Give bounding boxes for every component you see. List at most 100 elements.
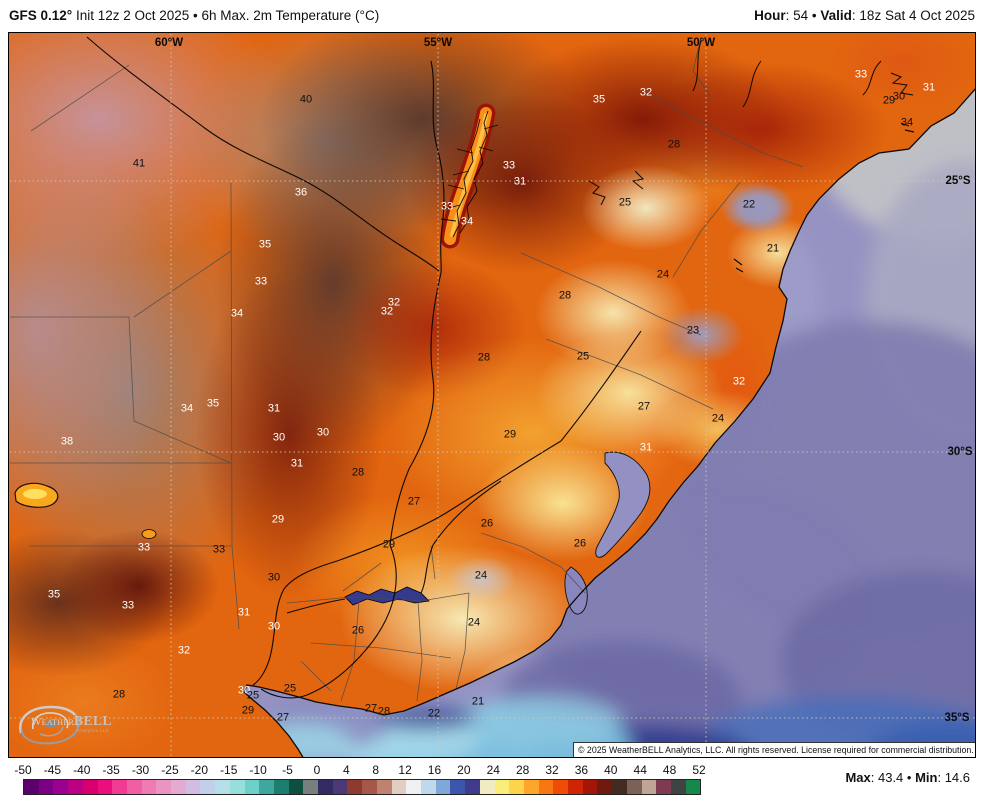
temperature-label: 27 [364, 702, 378, 715]
temperature-label: 38 [60, 435, 74, 448]
temperature-label: 24 [711, 412, 725, 425]
graticule [10, 34, 975, 757]
colorbar-segment [450, 780, 466, 794]
colorbar-tick: 16 [427, 763, 442, 777]
map-canvas: Weather BELL Analytics LLC © 2025 Weathe… [8, 32, 976, 758]
temperature-label: 28 [558, 289, 572, 302]
colorbar-segment [53, 780, 69, 794]
colorbar-segment [376, 780, 392, 794]
graticule-label: 55°W [423, 37, 453, 49]
colorbar-segment [303, 780, 319, 794]
colorbar-tick: -40 [73, 763, 91, 777]
copyright-notice: © 2025 WeatherBELL Analytics, LLC. All r… [573, 742, 975, 757]
colorbar-segment [200, 780, 216, 794]
colorbar-segment [318, 780, 333, 794]
ocean [244, 87, 975, 757]
temperature-label: 24 [474, 569, 488, 582]
colorbar-tick: 28 [515, 763, 530, 777]
colorbar-segment [229, 780, 245, 794]
temperature-label: 31 [922, 81, 936, 94]
temperature-label: 31 [513, 175, 527, 188]
temperature-label: 21 [471, 695, 485, 708]
temperature-label: 33 [212, 543, 226, 556]
colorbar-tick: 36 [574, 763, 589, 777]
temperature-label: 31 [639, 441, 653, 454]
temperature-label: 27 [637, 400, 651, 413]
map-labels-layer: Weather BELL Analytics LLC © 2025 Weathe… [9, 33, 975, 757]
temperature-label: 29 [271, 513, 285, 526]
temperature-label: 33 [121, 599, 135, 612]
temperature-label: 22 [427, 707, 441, 720]
temperature-label: 30 [316, 426, 330, 439]
temperature-label: 32 [380, 305, 394, 318]
min-label: Min [915, 770, 938, 785]
temperature-label: 25 [618, 196, 632, 209]
temperature-label: 22 [742, 198, 756, 211]
colorbar-tick: 8 [372, 763, 380, 777]
colorbar-tick: 4 [342, 763, 350, 777]
colorbar-segment [553, 780, 569, 794]
colorbar-segment [126, 780, 142, 794]
graticule-label: 60°W [154, 37, 184, 49]
temperature-label: 23 [686, 324, 700, 337]
temperature-label: 30 [892, 90, 906, 103]
colorbar-tick-labels: -50 -45 -40 -35 -30 -25 -20 -15 -10 -5 0 4 8 12 16 20 24… [0, 763, 984, 777]
coastal-lagoons [564, 451, 651, 615]
temperature-label: 34 [900, 116, 914, 129]
temperature-label: 35 [592, 93, 606, 106]
colorbar-segment [568, 780, 583, 794]
colorbar-segment [582, 780, 598, 794]
colorbar-tick: 40 [604, 763, 618, 777]
colorbar-tick: -10 [249, 763, 267, 777]
colorbar-segment [597, 780, 613, 794]
colorbar-segment [288, 780, 304, 794]
temperature-label: 30 [272, 431, 286, 444]
temperature-label: 35 [47, 588, 61, 601]
colorbar-segment [82, 780, 98, 794]
colorbar-segment [626, 780, 642, 794]
colorbar-tick: 24 [486, 763, 500, 777]
temperature-label: 33 [440, 200, 454, 213]
map-vector-layer [10, 34, 975, 757]
colorbar-tick: -35 [102, 763, 120, 777]
temperature-label: 32 [732, 375, 746, 388]
graticule-label: 50°W [686, 37, 716, 49]
weatherbell-swirl-icon [19, 705, 80, 745]
hour-value: : 54 [785, 8, 809, 23]
colorbar-tick: -20 [190, 763, 209, 777]
logo-text-bell: BELL [74, 713, 113, 728]
colorbar-segment [273, 780, 289, 794]
colorbar-segment [523, 780, 539, 794]
temperature-label: 25 [283, 682, 297, 695]
temperature-label: 26 [480, 517, 494, 530]
valid-value: : 18z Sat 4 Oct 2025 [851, 8, 975, 23]
colorbar-segment [244, 780, 260, 794]
colorbar-segment [509, 780, 524, 794]
weatherbell-logo: Weather BELL Analytics LLC [11, 701, 131, 749]
title-bar: GFS 0.12° Init 12z 2 Oct 2025 • 6h Max. … [0, 0, 984, 32]
temperature-label: 25 [246, 689, 260, 702]
colorbar-tick: 0 [313, 763, 321, 777]
temperature-label: 28 [377, 705, 391, 718]
admin-borders [10, 36, 804, 702]
colorbar-segment [479, 780, 495, 794]
temperature-label: 28 [351, 466, 365, 479]
temperature-label: 34 [460, 215, 474, 228]
colorbar-tick: 52 [692, 763, 706, 777]
colorbar-segment [97, 780, 113, 794]
colorbar-segment [420, 780, 436, 794]
temperature-label: 27 [276, 711, 290, 724]
colorbar-tick: 44 [633, 763, 647, 777]
colorbar-tick: -45 [43, 763, 62, 777]
colorbar-segment [670, 780, 686, 794]
colorbar-segment [465, 780, 480, 794]
colorbar-segment [612, 780, 627, 794]
logo-text-sub: Analytics LLC [77, 728, 110, 733]
colorbar-segment [68, 780, 83, 794]
temperature-label: 35 [206, 397, 220, 410]
graticule-label: 25°S [945, 175, 971, 187]
colorbar-tick: 48 [662, 763, 677, 777]
colorbar-segment [171, 780, 186, 794]
temperature-label: 34 [230, 307, 244, 320]
